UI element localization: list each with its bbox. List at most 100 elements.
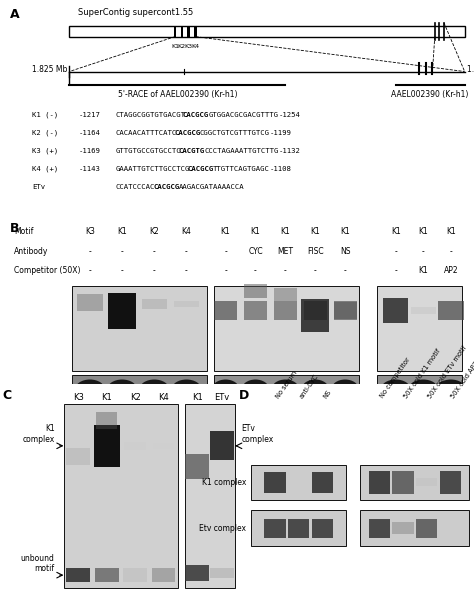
Bar <box>392 471 413 493</box>
Bar <box>251 465 346 500</box>
Bar <box>214 375 359 404</box>
Text: CYC: CYC <box>248 247 263 256</box>
Text: GTTGTGCCGTGCCTC: GTTGTGCCGTGCCTC <box>115 148 181 154</box>
Text: -1164: -1164 <box>79 130 100 136</box>
Text: K1: K1 <box>192 393 203 402</box>
Text: K1: K1 <box>101 393 112 402</box>
Bar <box>334 303 356 319</box>
Bar <box>142 299 167 309</box>
Text: K1: K1 <box>251 227 260 236</box>
Bar <box>377 375 462 404</box>
Text: GAAATTGTCTTGCCTCG: GAAATTGTCTTGCCTCG <box>115 166 190 172</box>
Text: GTGGACGCGACGTTTG: GTGGACGCGACGTTTG <box>208 112 278 118</box>
Text: -: - <box>121 247 124 256</box>
Bar <box>95 568 118 582</box>
Text: -: - <box>394 266 397 275</box>
Text: -: - <box>449 247 452 256</box>
Text: K4: K4 <box>158 393 169 402</box>
Text: K1: K1 <box>419 266 428 275</box>
Bar <box>244 284 267 297</box>
Text: -: - <box>394 247 397 256</box>
Bar <box>94 425 119 467</box>
Text: 5'-RACE of AAEL002390 (Kr-h1): 5'-RACE of AAEL002390 (Kr-h1) <box>118 89 237 98</box>
Text: K2: K2 <box>130 393 140 402</box>
Bar <box>410 308 436 314</box>
Bar <box>383 299 408 323</box>
Text: K1: K1 <box>446 227 456 236</box>
Text: -: - <box>224 266 227 275</box>
Bar <box>439 525 461 532</box>
Text: K3: K3 <box>185 44 193 49</box>
Text: K4 (+): K4 (+) <box>32 166 59 172</box>
Text: TTGTTCAGTGAGC: TTGTTCAGTGAGC <box>212 166 269 172</box>
Bar <box>251 510 346 546</box>
Bar <box>185 454 209 479</box>
Bar <box>264 519 285 538</box>
Text: K1: K1 <box>281 227 290 236</box>
Text: FISC: FISC <box>307 247 324 256</box>
Text: -: - <box>314 266 317 275</box>
Text: NS: NS <box>340 247 350 256</box>
Text: -: - <box>224 247 227 256</box>
Bar <box>311 472 333 493</box>
Text: C: C <box>2 390 11 402</box>
Text: -: - <box>284 266 287 275</box>
Bar <box>153 443 174 449</box>
Text: D: D <box>239 390 250 402</box>
Text: -1132: -1132 <box>278 148 300 154</box>
Ellipse shape <box>107 380 137 399</box>
Text: -1169: -1169 <box>79 148 100 154</box>
Bar <box>109 293 136 329</box>
Bar <box>368 519 390 538</box>
Bar <box>360 465 469 500</box>
Bar <box>439 471 461 493</box>
Bar <box>181 26 183 36</box>
Text: -: - <box>185 266 188 275</box>
Bar <box>288 519 309 538</box>
Text: -: - <box>254 266 257 275</box>
Text: SuperContig supercont1.55: SuperContig supercont1.55 <box>78 8 194 17</box>
Text: K1
complex: K1 complex <box>22 424 55 443</box>
Text: K1: K1 <box>340 227 350 236</box>
Bar <box>210 432 234 461</box>
Bar <box>377 286 462 371</box>
Bar <box>264 472 285 493</box>
Bar <box>64 404 178 588</box>
Text: CTAGGCGGTGTGACGT: CTAGGCGGTGTGACGT <box>115 112 185 118</box>
Text: K4: K4 <box>191 44 200 49</box>
Bar <box>185 565 209 582</box>
Text: -: - <box>185 247 188 256</box>
Bar <box>185 404 235 588</box>
Text: -: - <box>153 247 155 256</box>
Text: 50X cold K1 motif: 50X cold K1 motif <box>403 347 442 399</box>
Ellipse shape <box>75 380 105 399</box>
Text: CACGCG: CACGCG <box>174 130 201 136</box>
Text: AP2: AP2 <box>444 266 458 275</box>
Text: No serum: No serum <box>275 370 298 399</box>
Text: K1 (-): K1 (-) <box>32 112 59 118</box>
Bar <box>360 510 469 546</box>
Bar <box>416 519 437 538</box>
Ellipse shape <box>172 380 201 399</box>
Bar <box>214 286 359 371</box>
Bar <box>187 26 190 36</box>
Text: -: - <box>89 247 91 256</box>
Bar <box>174 301 199 308</box>
Text: K1: K1 <box>419 227 428 236</box>
Text: K1: K1 <box>171 44 179 49</box>
Ellipse shape <box>272 380 299 399</box>
Text: -1199: -1199 <box>270 130 292 136</box>
Text: CACGCG: CACGCG <box>183 112 209 118</box>
Ellipse shape <box>436 380 466 399</box>
Text: CGGCTGTCGTTTGTCG: CGGCTGTCGTTTGTCG <box>200 130 270 136</box>
Text: Etv complex: Etv complex <box>200 524 246 533</box>
Text: anti-CYC: anti-CYC <box>299 372 319 399</box>
Text: Antibody: Antibody <box>14 247 48 256</box>
Bar <box>66 448 90 465</box>
Text: K2: K2 <box>149 227 159 236</box>
Text: Competitor (50X): Competitor (50X) <box>14 266 81 275</box>
Bar <box>416 478 437 486</box>
Text: K1: K1 <box>310 227 320 236</box>
Bar <box>96 412 117 429</box>
Text: -: - <box>422 247 425 256</box>
